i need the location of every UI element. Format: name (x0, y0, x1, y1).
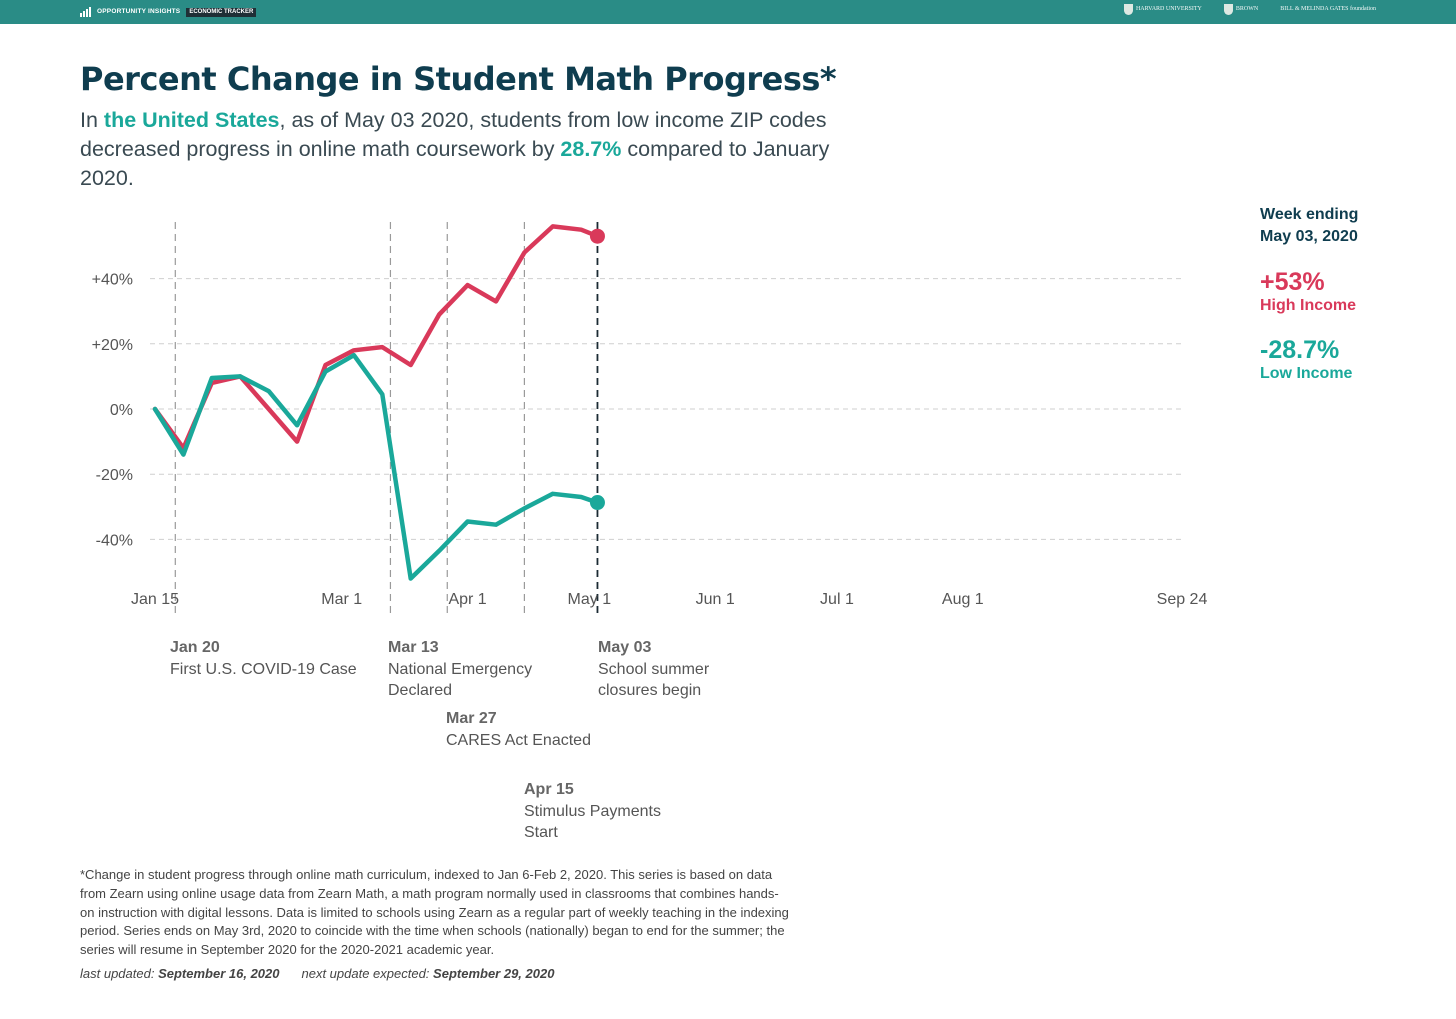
bar-chart-icon (80, 7, 91, 17)
x-tick-label: Jul 1 (820, 591, 854, 608)
partner-logo-harvard[interactable]: HARVARD UNIVERSITY (1123, 4, 1202, 15)
grid-lines (150, 278, 1182, 540)
series-endpoints (589, 228, 605, 511)
x-tick-label: Sep 24 (1157, 591, 1208, 608)
partner-logos: HARVARD UNIVERSITY BROWN BILL & MELINDA … (1123, 4, 1376, 15)
x-axis-ticks: Jan 15 Mar 1 Apr 1 May 1 Jun 1 Jul 1 Aug 1 Sep … (131, 591, 1207, 608)
event-annotation: May 03 School summer closures begin (598, 639, 710, 699)
y-tick-label: +40% (92, 272, 133, 289)
series-lines (152, 224, 600, 581)
series-endpoint-high-income (589, 228, 605, 244)
event-lines (174, 222, 599, 617)
partner-logo-gates[interactable]: BILL & MELINDA GATES foundation (1280, 6, 1376, 12)
brand-logo[interactable]: OPPORTUNITY INSIGHTS ECONOMIC TRACKER (80, 5, 257, 19)
y-tick-label: -20% (96, 467, 133, 484)
partner-logo-brown[interactable]: BROWN (1223, 4, 1258, 15)
page-subtitle: In the United States, as of May 03 2020,… (80, 108, 830, 190)
x-tick-label: Mar 1 (321, 591, 362, 608)
brand-tag: ECONOMIC TRACKER (186, 7, 257, 17)
series-line-low-income (152, 352, 600, 581)
footnote: *Change in student progress through onli… (80, 867, 789, 958)
legend-low-value: -28.7% (1260, 336, 1340, 364)
x-tick-label: Jan 15 (131, 591, 179, 608)
y-tick-label: +20% (92, 337, 133, 354)
legend-week-line2: May 03, 2020 (1260, 228, 1358, 245)
shield-icon (1123, 4, 1133, 15)
page-title: Percent Change in Student Math Progress* (80, 60, 837, 98)
event-annotation: Mar 13 National Emergency Declared (388, 639, 533, 699)
event-annotation: Apr 15 Stimulus Payments Start (524, 781, 661, 841)
event-annotation: Mar 27 CARES Act Enacted (446, 710, 591, 749)
y-tick-label: 0% (110, 402, 133, 419)
event-annotation: Jan 20 First U.S. COVID-19 Case (170, 639, 357, 678)
series-line-high-income (152, 224, 600, 451)
headline-value: 28.7% (560, 137, 622, 161)
x-tick-label: May 1 (568, 591, 612, 608)
legend-low-label: Low Income (1260, 365, 1353, 382)
legend-high-label: High Income (1260, 297, 1357, 314)
x-tick-label: Jun 1 (696, 591, 735, 608)
y-axis-ticks: +40% +20% 0% -20% -40% (92, 272, 133, 550)
y-tick-label: -40% (96, 532, 133, 549)
location-selector[interactable]: the United States (103, 108, 280, 132)
series-endpoint-low-income (589, 495, 605, 511)
header-bar: OPPORTUNITY INSIGHTS ECONOMIC TRACKER HA… (0, 0, 1456, 24)
x-tick-label: Aug 1 (942, 591, 984, 608)
legend-week-line1: Week ending (1260, 206, 1359, 223)
brand-name: OPPORTUNITY INSIGHTS (97, 7, 181, 15)
update-info: last updated: September 16, 2020 next upd… (80, 966, 555, 981)
legend-high-value: +53% (1260, 268, 1325, 296)
x-tick-label: Apr 1 (448, 591, 486, 608)
crest-icon (1223, 4, 1233, 15)
chart-legend: Week ending May 03, 2020 +53% High Incom… (1260, 204, 1410, 384)
